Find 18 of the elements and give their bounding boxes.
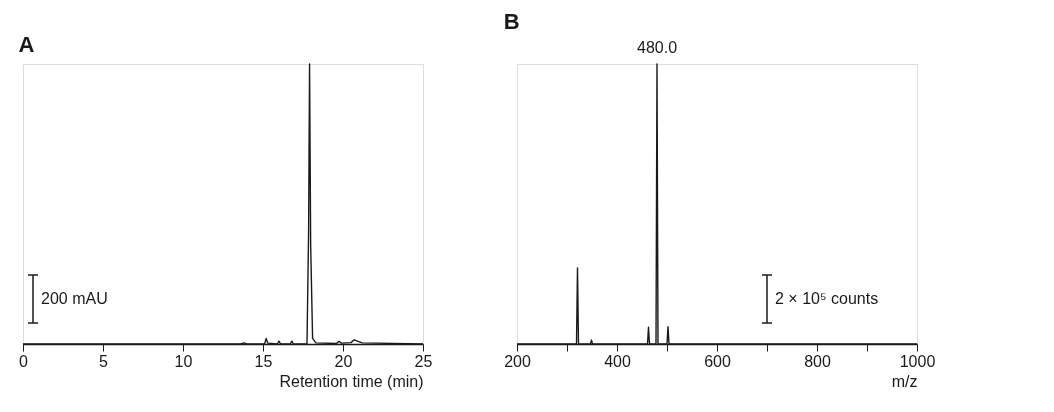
x-tick-label: 10: [174, 352, 193, 370]
x-tick-label: 20: [334, 352, 353, 370]
x-tick-label: 25: [414, 352, 433, 370]
x-tick-label: 600: [704, 352, 731, 370]
chart-title: B: [503, 9, 520, 34]
x-tick-label: 200: [504, 352, 531, 370]
x-tick-label: 800: [804, 352, 831, 370]
x-tick-label: 15: [254, 352, 273, 370]
annotation: 480.0: [636, 39, 678, 56]
x-tick-label: 400: [604, 352, 631, 370]
x-tick-label: 1000: [899, 352, 936, 370]
annotation: 2 × 10⁵ counts: [775, 290, 879, 307]
x-tick-label: 5: [99, 352, 109, 370]
annotation: 200 mAU: [41, 290, 108, 307]
chart-title: A: [18, 32, 35, 58]
x-axis-title: m/z: [891, 372, 918, 390]
x-tick-label: 0: [19, 352, 29, 370]
x-axis-title: Retention time (min): [279, 372, 424, 390]
